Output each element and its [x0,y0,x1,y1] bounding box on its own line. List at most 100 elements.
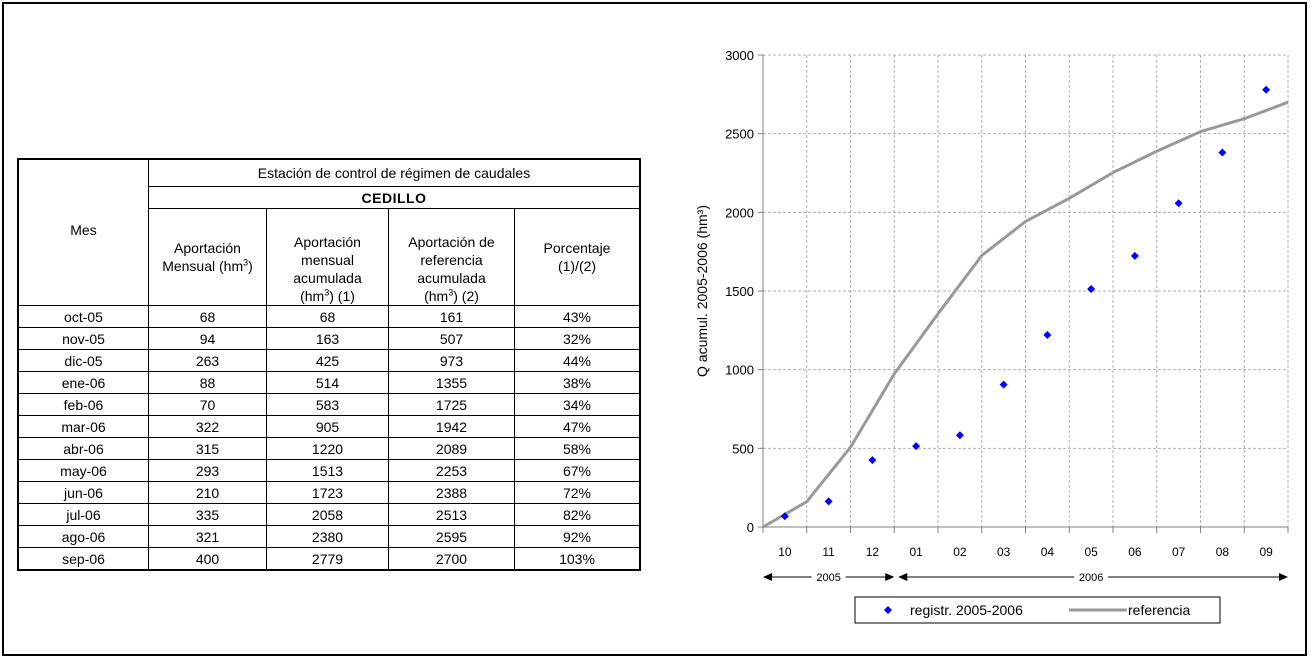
table-cell: 68 [266,305,389,328]
data-point-registr [1262,85,1271,94]
table-row: feb-06 70 583 1725 34% [17,393,641,416]
table-cell: ene-06 [17,371,149,394]
x-tick-label: 03 [997,545,1011,559]
table-cell: 2700 [388,547,515,571]
year-label-2005: 2005 [816,572,840,584]
data-point-registr [868,456,877,465]
y-tick-label: 2500 [725,127,754,142]
x-tick-label: 07 [1172,545,1186,559]
col-header-referencia-acumulada: Aportación de referencia acumulada (hm3)… [388,208,515,306]
table-cell: feb-06 [17,393,149,416]
table-cell: 583 [266,393,389,416]
year-2006-bracket-arrowhead-left [898,573,908,581]
table-cell: 94 [148,327,267,350]
table-cell: 321 [148,525,267,548]
station-name: CEDILLO [148,186,641,209]
legend-marker-registr [884,606,892,614]
table-cell: 2253 [388,459,515,482]
table-cell: 72% [514,481,641,504]
table-cell: may-06 [17,459,149,482]
y-tick-label: 2000 [725,205,754,220]
table-cell: 161 [388,305,515,328]
table-row: abr-06 315 1220 2089 58% [17,437,641,460]
table-cell: 2388 [388,481,515,504]
table-cell: 2380 [266,525,389,548]
x-tick-label: 04 [1041,545,1055,559]
table-cell: 163 [266,327,389,350]
table-cell: 47% [514,415,641,438]
table-row: may-06 293 1513 2253 67% [17,459,641,482]
table-cell: nov-05 [17,327,149,350]
data-point-registr [1043,331,1052,340]
legend-label-registr: registr. 2005-2006 [910,602,1023,618]
table-cell: oct-05 [17,305,149,328]
table-cell: sep-06 [17,547,149,571]
table-cell: 68 [148,305,267,328]
y-axis-label: Q acumul. 2005-2006 (hm³) [694,205,710,377]
data-point-registr [780,512,789,521]
table-row: jul-06 335 2058 2513 82% [17,503,641,526]
data-point-registr [1130,251,1139,260]
table-cell: 88 [148,371,267,394]
x-tick-label: 10 [778,545,792,559]
table-cell: 322 [148,415,267,438]
table-cell: 293 [148,459,267,482]
table-row: dic-05 263 425 973 44% [17,349,641,372]
table-cell: 67% [514,459,641,482]
table-cell: 82% [514,503,641,526]
table-cell: 315 [148,437,267,460]
table-cell: 210 [148,481,267,504]
year-2005-bracket-arrowhead-right [885,573,895,581]
table-cell: 92% [514,525,641,548]
table-cell: 44% [514,349,641,372]
col-header-aportacion-mensual: Aportación Mensual (hm3) [148,208,267,306]
table-cell: 2779 [266,547,389,571]
data-point-registr [912,442,921,451]
x-tick-label: 12 [866,545,880,559]
table-cell: 1723 [266,481,389,504]
table-cell: 2513 [388,503,515,526]
table-row: sep-06 400 2779 2700 103% [17,547,641,571]
data-point-registr [955,431,964,440]
header-group-title: Estación de control de régimen de caudal… [148,158,641,187]
table-row: ene-06 88 514 1355 38% [17,371,641,394]
table-row: oct-05 68 68 161 43% [17,305,641,328]
x-tick-label: 02 [953,545,967,559]
y-tick-label: 1500 [725,284,754,299]
table-cell: mar-06 [17,415,149,438]
table-cell: 34% [514,393,641,416]
chart: 0 500 1000 1500 2000 2500 3000 10 11 12 01 02 03 04 05… [694,48,1289,624]
x-tick-label: 11 [822,545,835,559]
col-header-porcentaje: Porcentaje (1)/(2) [514,208,641,306]
caudales-table: Mes Estación de control de régimen de ca… [17,158,641,571]
y-tick-label: 3000 [725,48,754,63]
x-tick-label: 05 [1084,545,1098,559]
table-row: jun-06 210 1723 2388 72% [17,481,641,504]
table-cell: 1725 [388,393,515,416]
col-header-aportacion-acumulada: Aportación mensual acumulada (hm3) (1) [266,208,389,306]
table-cell: abr-06 [17,437,149,460]
table-cell: 905 [266,415,389,438]
table-cell: jun-06 [17,481,149,504]
table-cell: ago-06 [17,525,149,548]
table-cell: 32% [514,327,641,350]
col-header-mes: Mes [17,158,149,306]
x-tick-label: 01 [909,545,923,559]
table-cell: 103% [514,547,641,571]
table-cell: 507 [388,327,515,350]
table-cell: jul-06 [17,503,149,526]
x-tick-label: 09 [1259,545,1273,559]
table-cell: dic-05 [17,349,149,372]
data-point-registr [824,497,833,506]
table-cell: 2595 [388,525,515,548]
year-2005-bracket-arrowhead-left [763,573,772,581]
table-cell: 2089 [388,437,515,460]
y-tick-label: 0 [747,520,754,535]
data-point-registr [1174,199,1183,208]
table-cell: 425 [266,349,389,372]
table-cell: 70 [148,393,267,416]
y-tick-label: 1000 [725,363,754,378]
data-point-registr [1218,148,1227,157]
year-label-2006: 2006 [1079,572,1103,584]
table-cell: 1513 [266,459,389,482]
